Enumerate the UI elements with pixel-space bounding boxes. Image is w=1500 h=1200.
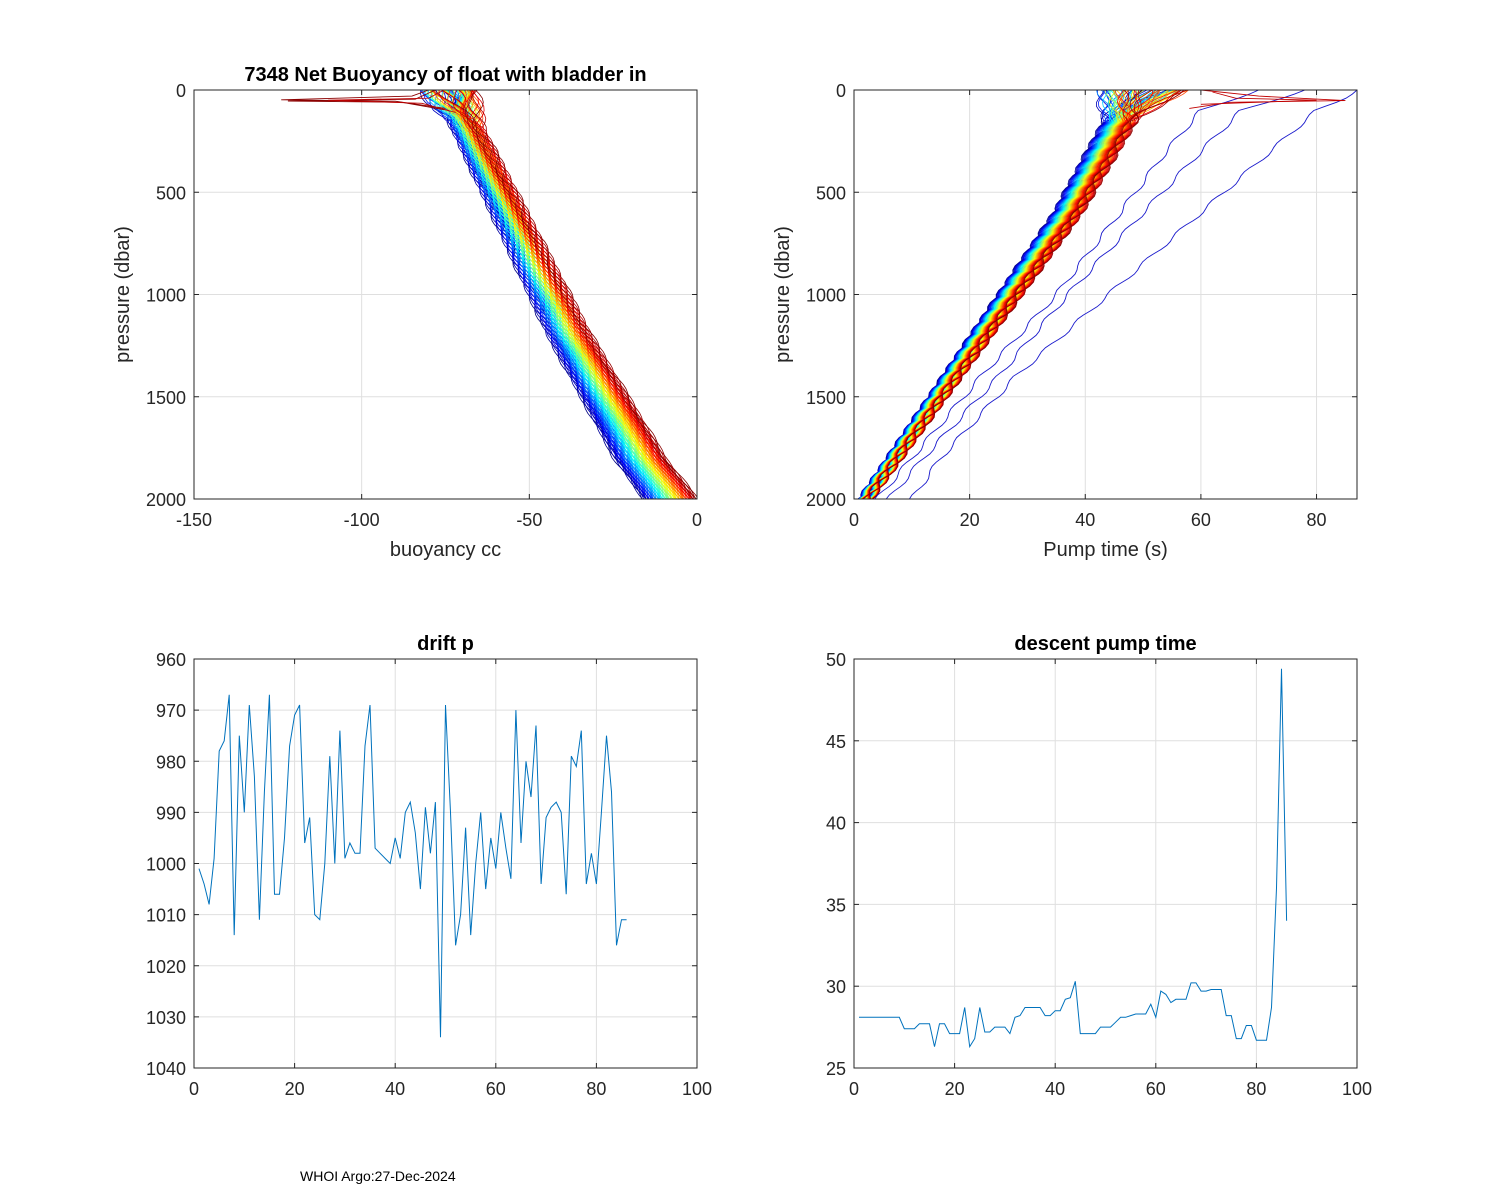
chart-title: drift p [417,633,474,655]
y-tick-label: 1020 [146,957,186,977]
buoyancy-profile [466,90,691,499]
buoyancy-profile [456,90,664,499]
buoyancy-profile [441,90,695,499]
buoyancy-profile [420,90,647,499]
data-layer [198,694,627,1038]
buoyancy-profile [441,90,688,499]
axes-1: -150 -100 -50 0 0 500 1000 1500 2000 7348 Net Buo… [112,64,702,561]
pump-outlier-profile [885,90,1306,499]
y-axis-label: pressure (dbar) [112,226,134,363]
buoyancy-profile [459,90,677,499]
x-tick-label: 40 [1045,1079,1065,1099]
y-axis-label: pressure (dbar) [772,226,794,363]
footer-label: WHOI Argo:27-Dec-2024 [300,1168,456,1184]
axes-2: 0 20 40 60 80 0 500 1000 1500 2000 Pump time (s) pr… [772,81,1358,561]
y-tick-label: 1030 [146,1008,186,1028]
plot-area [854,659,1357,1068]
pump-spike [1189,90,1346,109]
buoyancy-profile [472,90,697,499]
data-layer [281,90,697,499]
x-tick-label: 80 [586,1079,606,1099]
pump-profile [869,90,1184,499]
x-tick-label: 0 [189,1079,199,1099]
buoyancy-profile [464,90,694,499]
y-tick-label: 1010 [146,906,186,926]
y-tick-label: 0 [836,81,846,101]
x-tick-label: 60 [1146,1079,1166,1099]
data-layer [859,668,1288,1049]
pump-spike [1200,91,1317,105]
x-tick-label: 60 [486,1079,506,1099]
axes-4: 0 20 40 60 80 100 25 30 35 40 45 50 descent pump tim… [826,633,1372,1099]
drift-pressure-line [198,694,627,1038]
x-tick-label: 40 [1075,510,1095,530]
y-tick-label: 30 [826,977,846,997]
pump-outlier-profile [909,90,1357,499]
data-layer [857,90,1357,499]
buoyancy-profile [447,90,687,499]
y-tick-label: 35 [826,895,846,915]
y-tick-label: 40 [826,814,846,834]
x-axis-label: buoyancy cc [390,539,501,561]
buoyancy-spike [328,90,456,113]
y-tick-label: 0 [176,81,186,101]
x-tick-label: 20 [285,1079,305,1099]
axes-3: 0 20 40 60 80 100 960 970 980 990 1000 1010 1020 1030… [146,633,712,1099]
chart-title: descent pump time [1014,633,1196,655]
y-tick-label: 1500 [146,388,186,408]
x-tick-label: -150 [176,510,212,530]
x-tick-label: 60 [1191,510,1211,530]
x-tick-label: 100 [1342,1079,1372,1099]
pump-profile [862,90,1183,499]
y-tick-label: 500 [156,183,186,203]
x-tick-label: 40 [385,1079,405,1099]
chart-title: 7348 Net Buoyancy of float with bladder … [244,64,646,86]
axes-box [853,658,1358,1069]
y-tick-label: 980 [156,752,186,772]
pump-outlier-profile [874,90,1259,499]
y-tick-label: 960 [156,650,186,670]
y-tick-label: 1500 [806,388,846,408]
y-tick-label: 990 [156,803,186,823]
y-tick-label: 1000 [146,855,186,875]
y-tick-label: 500 [816,183,846,203]
buoyancy-profile [429,90,647,499]
x-tick-label: -100 [344,510,380,530]
y-tick-label: 25 [826,1059,846,1079]
x-tick-label: 80 [1246,1079,1266,1099]
y-tick-label: 45 [826,732,846,752]
y-tick-label: 1000 [146,286,186,306]
descent-pump-time-line [859,668,1288,1049]
x-tick-label: -50 [516,510,542,530]
y-tick-label: 2000 [146,490,186,510]
y-tick-label: 1040 [146,1059,186,1079]
buoyancy-profile [452,90,694,499]
y-tick-label: 2000 [806,490,846,510]
x-tick-label: 0 [849,1079,859,1099]
buoyancy-spike [287,90,449,111]
x-tick-label: 20 [960,510,980,530]
pump-profile [872,90,1143,499]
y-tick-label: 50 [826,650,846,670]
x-axis-label: Pump time (s) [1043,539,1167,561]
x-tick-label: 80 [1307,510,1327,530]
buoyancy-profile [468,90,697,499]
buoyancy-profile [472,90,697,499]
y-tick-label: 970 [156,701,186,721]
y-tick-label: 1000 [806,286,846,306]
x-tick-label: 0 [692,510,702,530]
buoyancy-profile [458,90,670,499]
x-tick-label: 0 [849,510,859,530]
x-tick-label: 100 [682,1079,712,1099]
buoyancy-profile [427,90,661,499]
buoyancy-profile [438,90,694,499]
buoyancy-profile [434,90,697,498]
x-tick-label: 20 [945,1079,965,1099]
